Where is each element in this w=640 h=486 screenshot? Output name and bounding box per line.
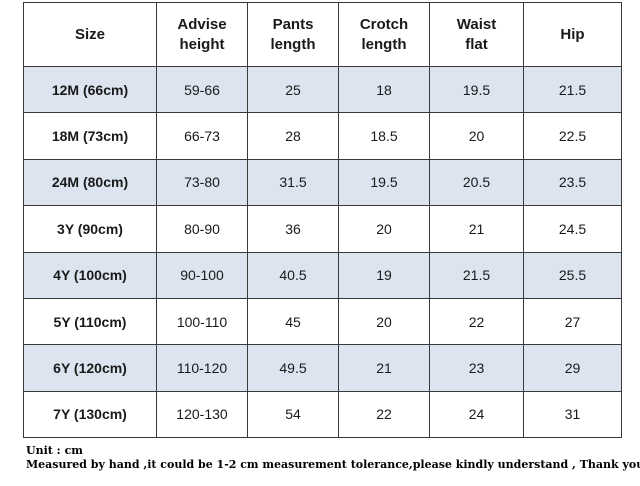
header-advise-height: Advise height [156, 2, 248, 67]
crotch-cell: 18 [338, 65, 430, 114]
size-chart-table: Size Advise height Pants length Crotch leng… [23, 2, 622, 439]
header-row: Size Advise height Pants length Crotch leng… [23, 2, 622, 67]
hip-cell: 29 [523, 344, 622, 392]
waist-cell: 21 [429, 205, 524, 253]
tolerance-note: Measured by hand ,it could be 1-2 cm mea… [26, 458, 640, 471]
hip-cell: 23.5 [523, 158, 622, 207]
size-cell: 7Y (130cm) [23, 390, 157, 439]
size-cell: 12M (66cm) [23, 65, 157, 114]
crotch-cell: 21 [338, 344, 430, 392]
pants-cell: 28 [247, 112, 339, 160]
table-row: 3Y (90cm) 80-90 36 20 21 24.5 [23, 205, 622, 253]
height-cell: 80-90 [156, 205, 248, 253]
header-crotch-length: Crotch length [338, 2, 430, 67]
waist-cell: 23 [429, 344, 524, 392]
hip-cell: 31 [523, 390, 622, 439]
waist-cell: 24 [429, 390, 524, 439]
waist-cell: 20 [429, 112, 524, 160]
crotch-cell: 19 [338, 251, 430, 299]
crotch-cell: 19.5 [338, 158, 430, 207]
hip-cell: 21.5 [523, 65, 622, 114]
pants-cell: 31.5 [247, 158, 339, 207]
unit-note: Unit : cm [26, 444, 83, 457]
crotch-cell: 20 [338, 297, 430, 346]
hip-cell: 27 [523, 297, 622, 346]
crotch-cell: 18.5 [338, 112, 430, 160]
header-pants-length: Pants length [247, 2, 339, 67]
table-row: 4Y (100cm) 90-100 40.5 19 21.5 25.5 [23, 251, 622, 299]
size-cell: 5Y (110cm) [23, 297, 157, 346]
table-row: 24M (80cm) 73-80 31.5 19.5 20.5 23.5 [23, 158, 622, 207]
pants-cell: 54 [247, 390, 339, 439]
size-cell: 6Y (120cm) [23, 344, 157, 392]
waist-cell: 20.5 [429, 158, 524, 207]
header-waist-flat: Waist flat [429, 2, 524, 67]
height-cell: 120-130 [156, 390, 248, 439]
table-row: 7Y (130cm) 120-130 54 22 24 31 [23, 390, 622, 439]
waist-cell: 22 [429, 297, 524, 346]
hip-cell: 22.5 [523, 112, 622, 160]
height-cell: 59-66 [156, 65, 248, 114]
height-cell: 66-73 [156, 112, 248, 160]
height-cell: 73-80 [156, 158, 248, 207]
hip-cell: 25.5 [523, 251, 622, 299]
notes: Unit : cm Measured by hand ,it could be … [26, 444, 640, 472]
table-row: 18M (73cm) 66-73 28 18.5 20 22.5 [23, 112, 622, 160]
hip-cell: 24.5 [523, 205, 622, 253]
table-row: 6Y (120cm) 110-120 49.5 21 23 29 [23, 344, 622, 392]
pants-cell: 25 [247, 65, 339, 114]
size-cell: 18M (73cm) [23, 112, 157, 160]
pants-cell: 40.5 [247, 251, 339, 299]
size-cell: 24M (80cm) [23, 158, 157, 207]
crotch-cell: 20 [338, 205, 430, 253]
header-hip: Hip [523, 2, 622, 67]
table-row: 5Y (110cm) 100-110 45 20 22 27 [23, 297, 622, 346]
pants-cell: 45 [247, 297, 339, 346]
table-row: 12M (66cm) 59-66 25 18 19.5 21.5 [23, 65, 622, 114]
height-cell: 110-120 [156, 344, 248, 392]
header-size: Size [23, 2, 157, 67]
height-cell: 100-110 [156, 297, 248, 346]
height-cell: 90-100 [156, 251, 248, 299]
pants-cell: 36 [247, 205, 339, 253]
pants-cell: 49.5 [247, 344, 339, 392]
size-cell: 3Y (90cm) [23, 205, 157, 253]
waist-cell: 19.5 [429, 65, 524, 114]
size-cell: 4Y (100cm) [23, 251, 157, 299]
crotch-cell: 22 [338, 390, 430, 439]
waist-cell: 21.5 [429, 251, 524, 299]
